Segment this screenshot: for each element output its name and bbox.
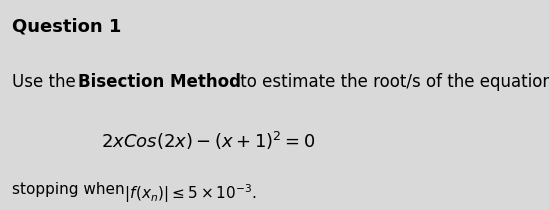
Text: Bisection Method: Bisection Method bbox=[79, 73, 242, 91]
Text: to estimate the root/s of the equation: to estimate the root/s of the equation bbox=[234, 73, 549, 91]
Text: stopping when: stopping when bbox=[12, 182, 125, 197]
Text: $|f(x_n)|\leq 5\times10^{-3}.$: $|f(x_n)|\leq 5\times10^{-3}.$ bbox=[120, 182, 257, 205]
Text: $2xCos(2x)-(x+1)^{2}=0$: $2xCos(2x)-(x+1)^{2}=0$ bbox=[101, 130, 315, 152]
Text: Question 1: Question 1 bbox=[12, 17, 122, 35]
Text: Use the: Use the bbox=[12, 73, 81, 91]
